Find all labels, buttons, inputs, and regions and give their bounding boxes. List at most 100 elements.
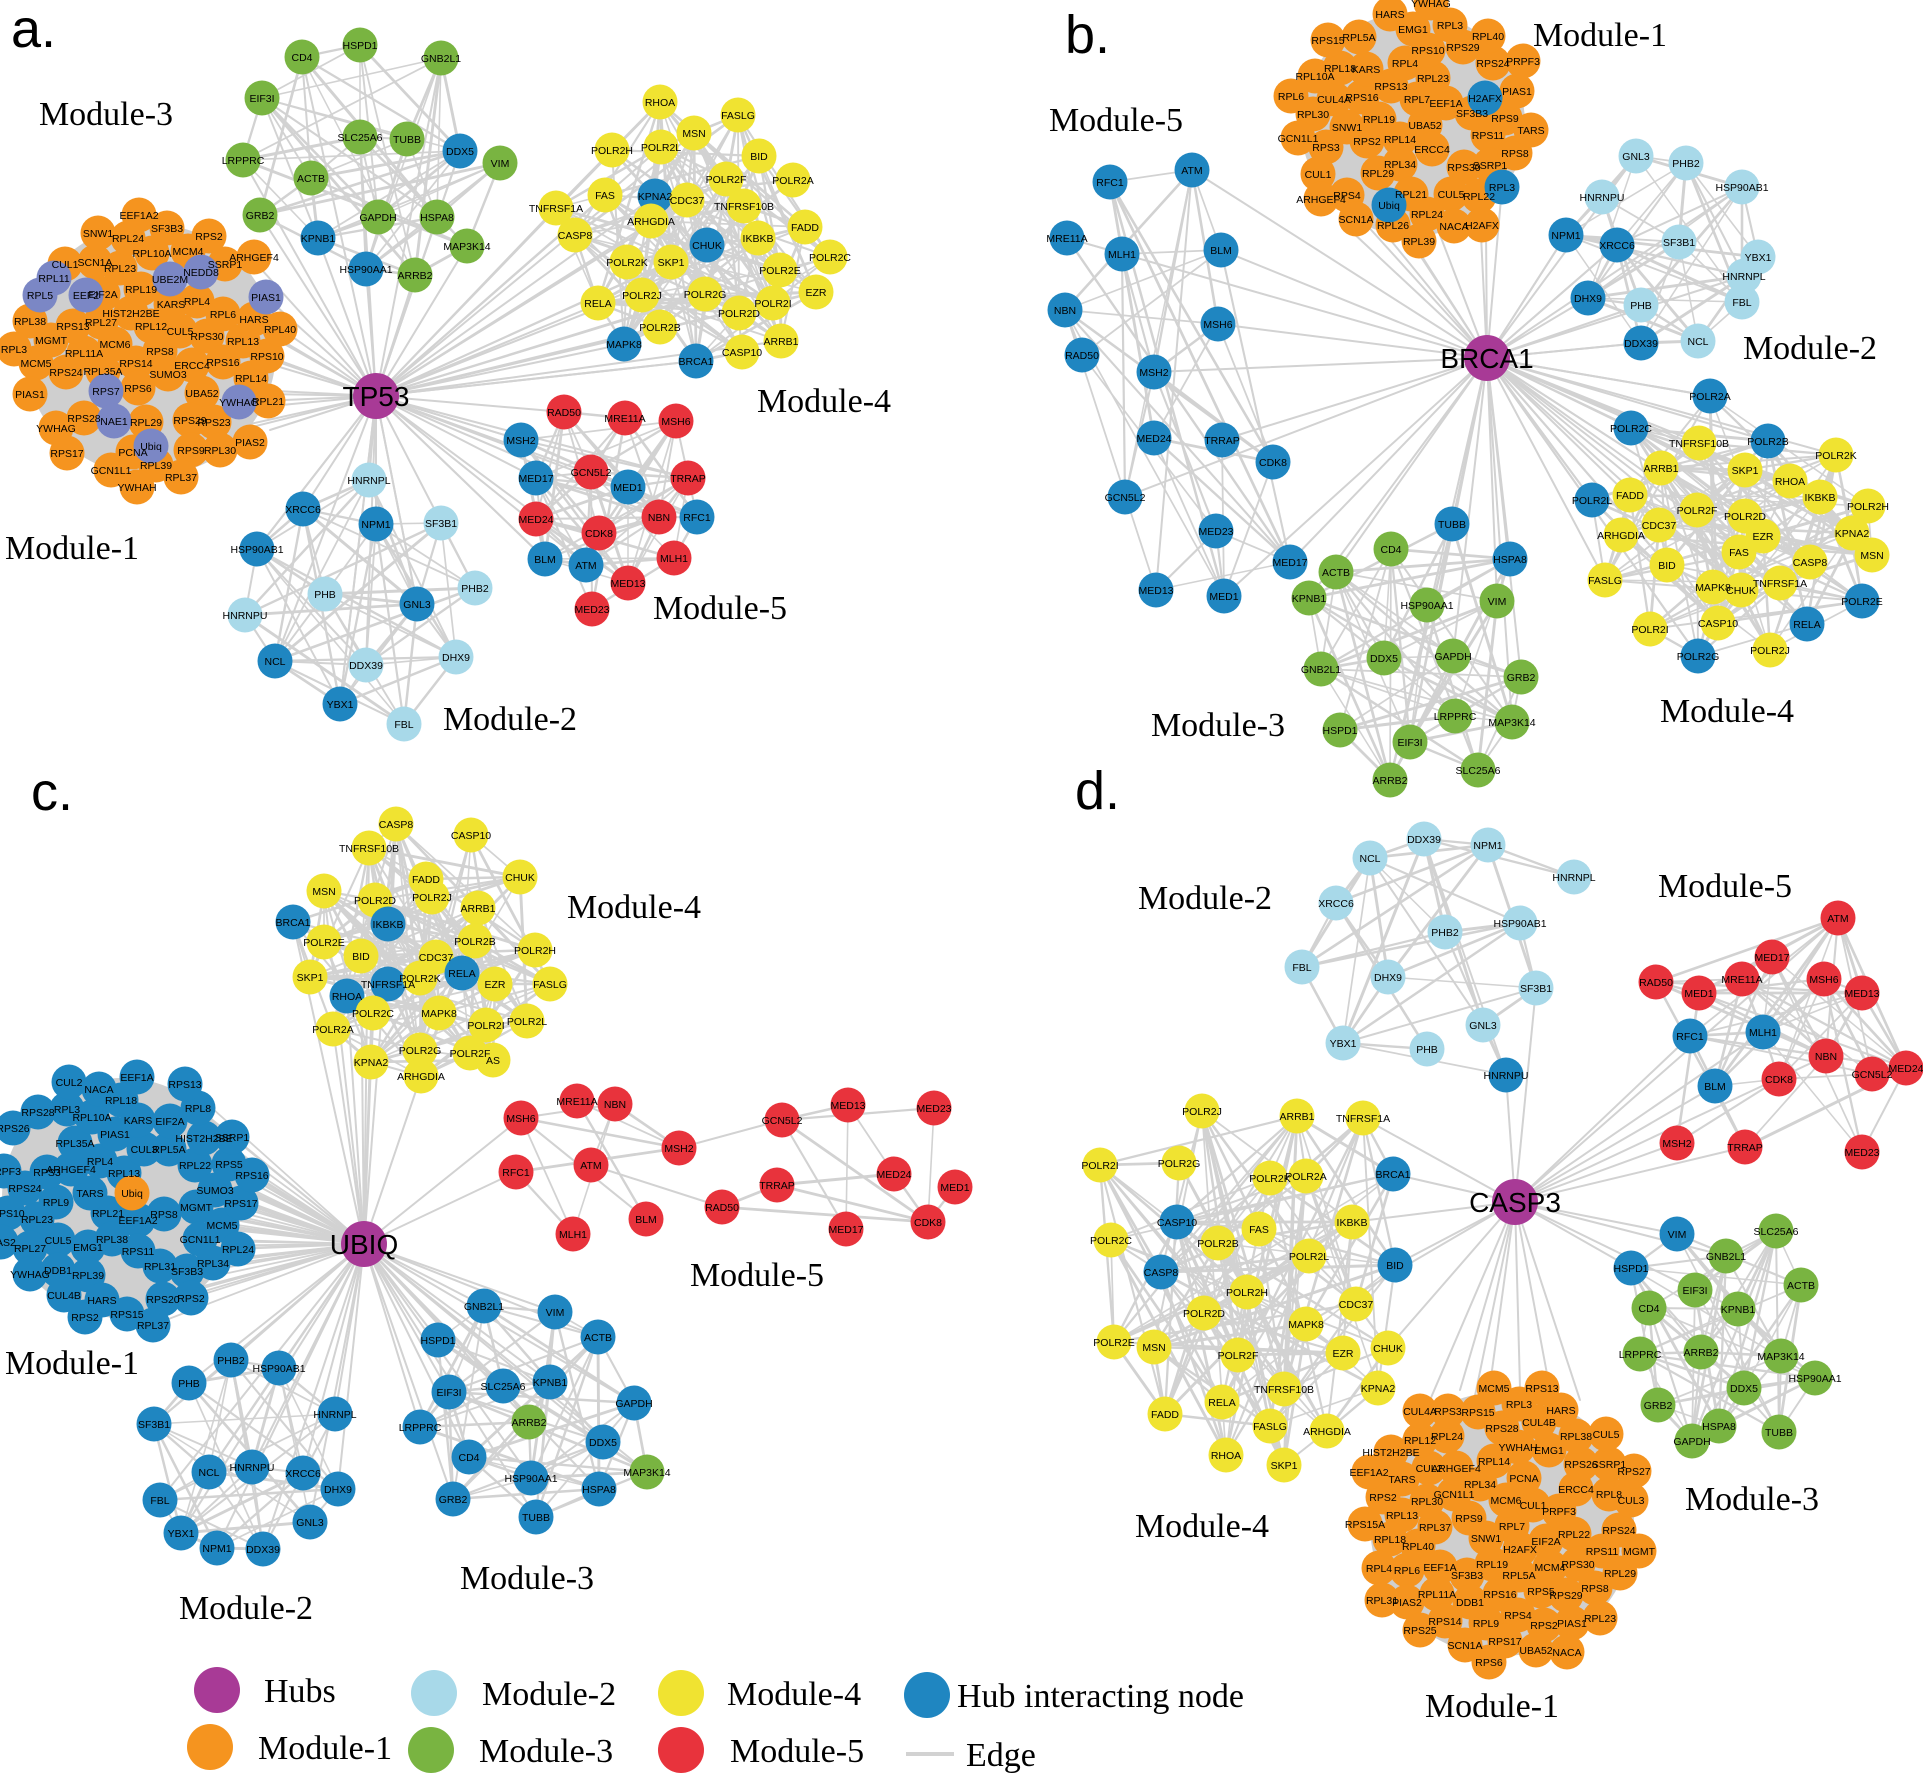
svg-text:PIAS1: PIAS1: [1557, 1618, 1587, 1630]
svg-text:RPL4: RPL4: [87, 1156, 113, 1168]
svg-text:Module-2: Module-2: [482, 1676, 616, 1713]
svg-text:GCN1L1: GCN1L1: [1434, 1489, 1475, 1501]
svg-text:NAE1: NAE1: [100, 416, 128, 428]
svg-text:BLM: BLM: [1704, 1081, 1726, 1093]
svg-text:RPL23: RPL23: [21, 1214, 53, 1226]
svg-text:PCNA: PCNA: [1509, 1473, 1538, 1485]
svg-text:RPL5A: RPL5A: [152, 1144, 185, 1156]
svg-text:PIAS1: PIAS1: [15, 389, 45, 401]
svg-text:MCM5: MCM5: [1479, 1383, 1510, 1395]
svg-text:ARRB1: ARRB1: [460, 903, 495, 915]
svg-text:FASLG: FASLG: [1588, 575, 1622, 587]
svg-text:HSPD1: HSPD1: [1613, 1263, 1648, 1275]
svg-text:MLH1: MLH1: [1108, 249, 1136, 261]
svg-text:FBL: FBL: [1732, 297, 1751, 309]
svg-text:RPL3: RPL3: [1, 344, 27, 356]
svg-text:NBN: NBN: [1815, 1051, 1837, 1063]
svg-text:HARS: HARS: [87, 1295, 116, 1307]
svg-text:Module-1: Module-1: [5, 1345, 139, 1382]
svg-text:RPS24: RPS24: [1602, 1525, 1635, 1537]
svg-text:RPL19: RPL19: [1476, 1559, 1508, 1571]
svg-text:CUL3: CUL3: [131, 1144, 158, 1156]
svg-text:FBL: FBL: [1292, 962, 1311, 974]
svg-text:KPNA2: KPNA2: [638, 191, 673, 203]
svg-text:GAPDH: GAPDH: [1673, 1436, 1710, 1448]
svg-text:EZR: EZR: [1753, 531, 1774, 543]
svg-text:POLR2G: POLR2G: [1158, 1158, 1201, 1170]
svg-text:a.: a.: [11, 0, 56, 59]
svg-text:POLR2K: POLR2K: [399, 973, 440, 985]
svg-text:HSPD1: HSPD1: [1322, 725, 1357, 737]
svg-text:HIST2H2BE: HIST2H2BE: [175, 1133, 232, 1145]
svg-text:ARHGEF4: ARHGEF4: [229, 252, 279, 264]
svg-text:RPL8: RPL8: [185, 1103, 211, 1115]
svg-text:MSH6: MSH6: [506, 1113, 535, 1125]
svg-text:MRE11A: MRE11A: [556, 1096, 597, 1108]
svg-text:SF3B1: SF3B1: [425, 518, 457, 530]
svg-text:POLR2C: POLR2C: [1090, 1235, 1132, 1247]
svg-text:PHB: PHB: [1416, 1044, 1438, 1056]
svg-text:SSRP1: SSRP1: [1473, 160, 1508, 172]
svg-text:RPS13: RPS13: [56, 321, 89, 333]
svg-text:ARRB1: ARRB1: [1279, 1111, 1314, 1123]
svg-text:GNB2L1: GNB2L1: [464, 1301, 504, 1313]
svg-text:RPS14: RPS14: [119, 358, 152, 370]
svg-text:MED23: MED23: [1844, 1147, 1879, 1159]
svg-text:RPS11: RPS11: [122, 1246, 155, 1258]
svg-text:PHB: PHB: [314, 589, 336, 601]
svg-text:POLR2H: POLR2H: [591, 145, 633, 157]
svg-text:TNFRSF10B: TNFRSF10B: [1669, 438, 1729, 450]
svg-text:RPL18: RPL18: [1374, 1534, 1406, 1546]
svg-text:CD4: CD4: [291, 52, 312, 64]
svg-text:GAPDH: GAPDH: [359, 212, 396, 224]
svg-text:POLR2B: POLR2B: [454, 936, 495, 948]
svg-text:RPS8: RPS8: [1581, 1583, 1609, 1595]
svg-text:RELA: RELA: [1793, 619, 1820, 631]
svg-text:RPL18: RPL18: [1324, 63, 1356, 75]
svg-text:GCN5L2: GCN5L2: [1852, 1069, 1893, 1081]
svg-text:KPNA2: KPNA2: [354, 1057, 389, 1069]
svg-text:CUL1: CUL1: [52, 259, 79, 271]
svg-text:ARHGEF4: ARHGEF4: [46, 1164, 96, 1176]
svg-text:KARS: KARS: [157, 299, 186, 311]
svg-text:POLR2K: POLR2K: [1815, 450, 1856, 462]
svg-text:BRCA1: BRCA1: [275, 917, 310, 929]
svg-text:POLR2F: POLR2F: [706, 174, 747, 186]
svg-text:POLR2A: POLR2A: [312, 1024, 353, 1036]
svg-text:XRCC6: XRCC6: [285, 504, 321, 516]
svg-text:FBL: FBL: [150, 1495, 169, 1507]
svg-text:HSPD1: HSPD1: [342, 40, 377, 52]
svg-text:RPL37: RPL37: [165, 472, 197, 484]
svg-text:RPL18: RPL18: [105, 1095, 137, 1107]
svg-text:POLR2E: POLR2E: [759, 265, 800, 277]
svg-text:ATM: ATM: [1181, 165, 1202, 177]
svg-text:HARS: HARS: [1546, 1405, 1575, 1417]
svg-text:PRPF3: PRPF3: [0, 1166, 21, 1178]
svg-text:PHB: PHB: [1630, 300, 1652, 312]
svg-text:RPL3: RPL3: [1506, 1399, 1532, 1411]
svg-text:RPS24: RPS24: [1476, 58, 1509, 70]
svg-text:RPS28: RPS28: [21, 1107, 54, 1119]
svg-text:ATM: ATM: [575, 560, 596, 572]
svg-text:CASP10: CASP10: [722, 347, 762, 359]
svg-text:RPL35A: RPL35A: [55, 1138, 94, 1150]
svg-text:RPS16: RPS16: [1345, 92, 1378, 104]
svg-text:RPL30: RPL30: [204, 445, 236, 457]
svg-text:DDB1: DDB1: [44, 1265, 72, 1277]
svg-text:YWHAH: YWHAH: [117, 482, 156, 494]
svg-text:HSP90AA1: HSP90AA1: [1400, 600, 1453, 612]
svg-text:DHX9: DHX9: [324, 1484, 352, 1496]
svg-text:Module-3: Module-3: [1685, 1481, 1819, 1518]
svg-text:EIF3I: EIF3I: [249, 93, 274, 105]
svg-text:RPL8: RPL8: [1596, 1489, 1622, 1501]
svg-text:RPS26: RPS26: [0, 1123, 30, 1135]
svg-text:FADD: FADD: [1616, 490, 1644, 502]
svg-text:RHOA: RHOA: [1775, 476, 1805, 488]
svg-text:NPM1: NPM1: [202, 1543, 231, 1555]
svg-text:EIF2A: EIF2A: [88, 289, 117, 301]
svg-text:DDX5: DDX5: [1730, 1383, 1758, 1395]
svg-text:HNRNPU: HNRNPU: [223, 610, 268, 622]
svg-text:POLR2A: POLR2A: [1689, 391, 1730, 403]
svg-text:KPNB1: KPNB1: [533, 1377, 568, 1389]
svg-text:RPL22: RPL22: [179, 1160, 211, 1172]
